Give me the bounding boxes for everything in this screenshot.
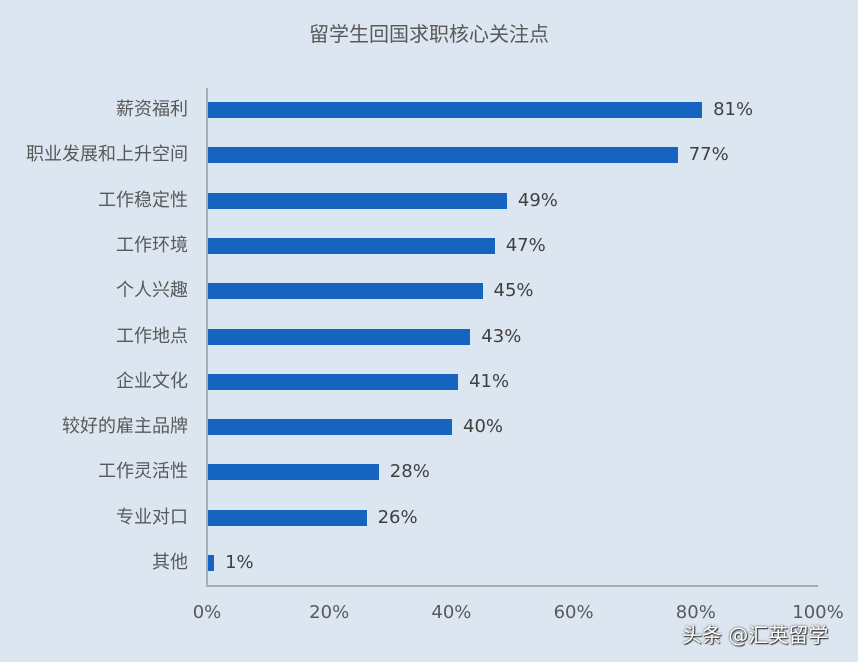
bar-row: 职业发展和上升空间 77% — [0, 140, 858, 170]
x-tick-label: 40% — [431, 602, 472, 623]
value-label: 41% — [469, 370, 510, 392]
category-label: 工作灵活性 — [98, 461, 188, 483]
value-label: 77% — [688, 144, 729, 166]
bar — [208, 419, 452, 436]
bar-row: 专业对口 26% — [0, 503, 858, 533]
x-axis-line — [206, 585, 818, 587]
watermark: 头条 @汇英留学 — [682, 623, 829, 647]
bar — [208, 147, 678, 164]
bar-row: 较好的雇主品牌 40% — [0, 412, 858, 442]
category-label: 工作稳定性 — [98, 189, 188, 211]
value-label: 1% — [225, 552, 254, 573]
bar — [208, 283, 483, 300]
bar — [208, 237, 495, 254]
value-label: 28% — [389, 461, 430, 483]
bar — [208, 373, 459, 390]
bar — [208, 464, 379, 481]
category-label: 职业发展和上升空间 — [26, 144, 188, 166]
bar-row: 其他 1% — [0, 548, 858, 578]
x-tick-label: 100% — [792, 602, 844, 623]
x-tick-label: 60% — [553, 602, 594, 623]
category-label: 企业文化 — [116, 370, 188, 392]
bar — [208, 328, 471, 345]
category-label: 专业对口 — [116, 506, 188, 528]
category-label: 其他 — [152, 552, 188, 573]
bar-row: 工作稳定性 49% — [0, 186, 858, 216]
x-tick-label: 0% — [192, 602, 222, 623]
bar — [208, 555, 215, 571]
bar-row: 个人兴趣 45% — [0, 276, 858, 306]
x-tick-label: 80% — [675, 602, 716, 623]
category-label: 较好的雇主品牌 — [62, 416, 188, 438]
category-label: 薪资福利 — [116, 99, 188, 120]
bar-row: 工作灵活性 28% — [0, 457, 858, 487]
category-label: 个人兴趣 — [116, 280, 188, 302]
bar-row: 薪资福利 81% — [0, 95, 858, 125]
value-label: 26% — [377, 506, 418, 528]
bar — [208, 102, 703, 118]
value-label: 43% — [481, 325, 522, 347]
bar — [208, 509, 367, 526]
value-label: 40% — [463, 416, 504, 438]
value-label: 47% — [505, 234, 546, 256]
bar — [208, 192, 507, 209]
bar-row: 企业文化 41% — [0, 367, 858, 397]
y-axis-line — [206, 88, 208, 586]
value-label: 81% — [713, 99, 754, 120]
value-label: 49% — [517, 189, 558, 211]
bar-row: 工作地点 43% — [0, 322, 858, 352]
category-label: 工作地点 — [116, 325, 188, 347]
chart-title: 留学生回国求职核心关注点 — [309, 22, 549, 46]
x-tick-label: 20% — [309, 602, 350, 623]
category-label: 工作环境 — [116, 234, 188, 256]
value-label: 45% — [493, 280, 534, 302]
bar-row: 工作环境 47% — [0, 231, 858, 261]
